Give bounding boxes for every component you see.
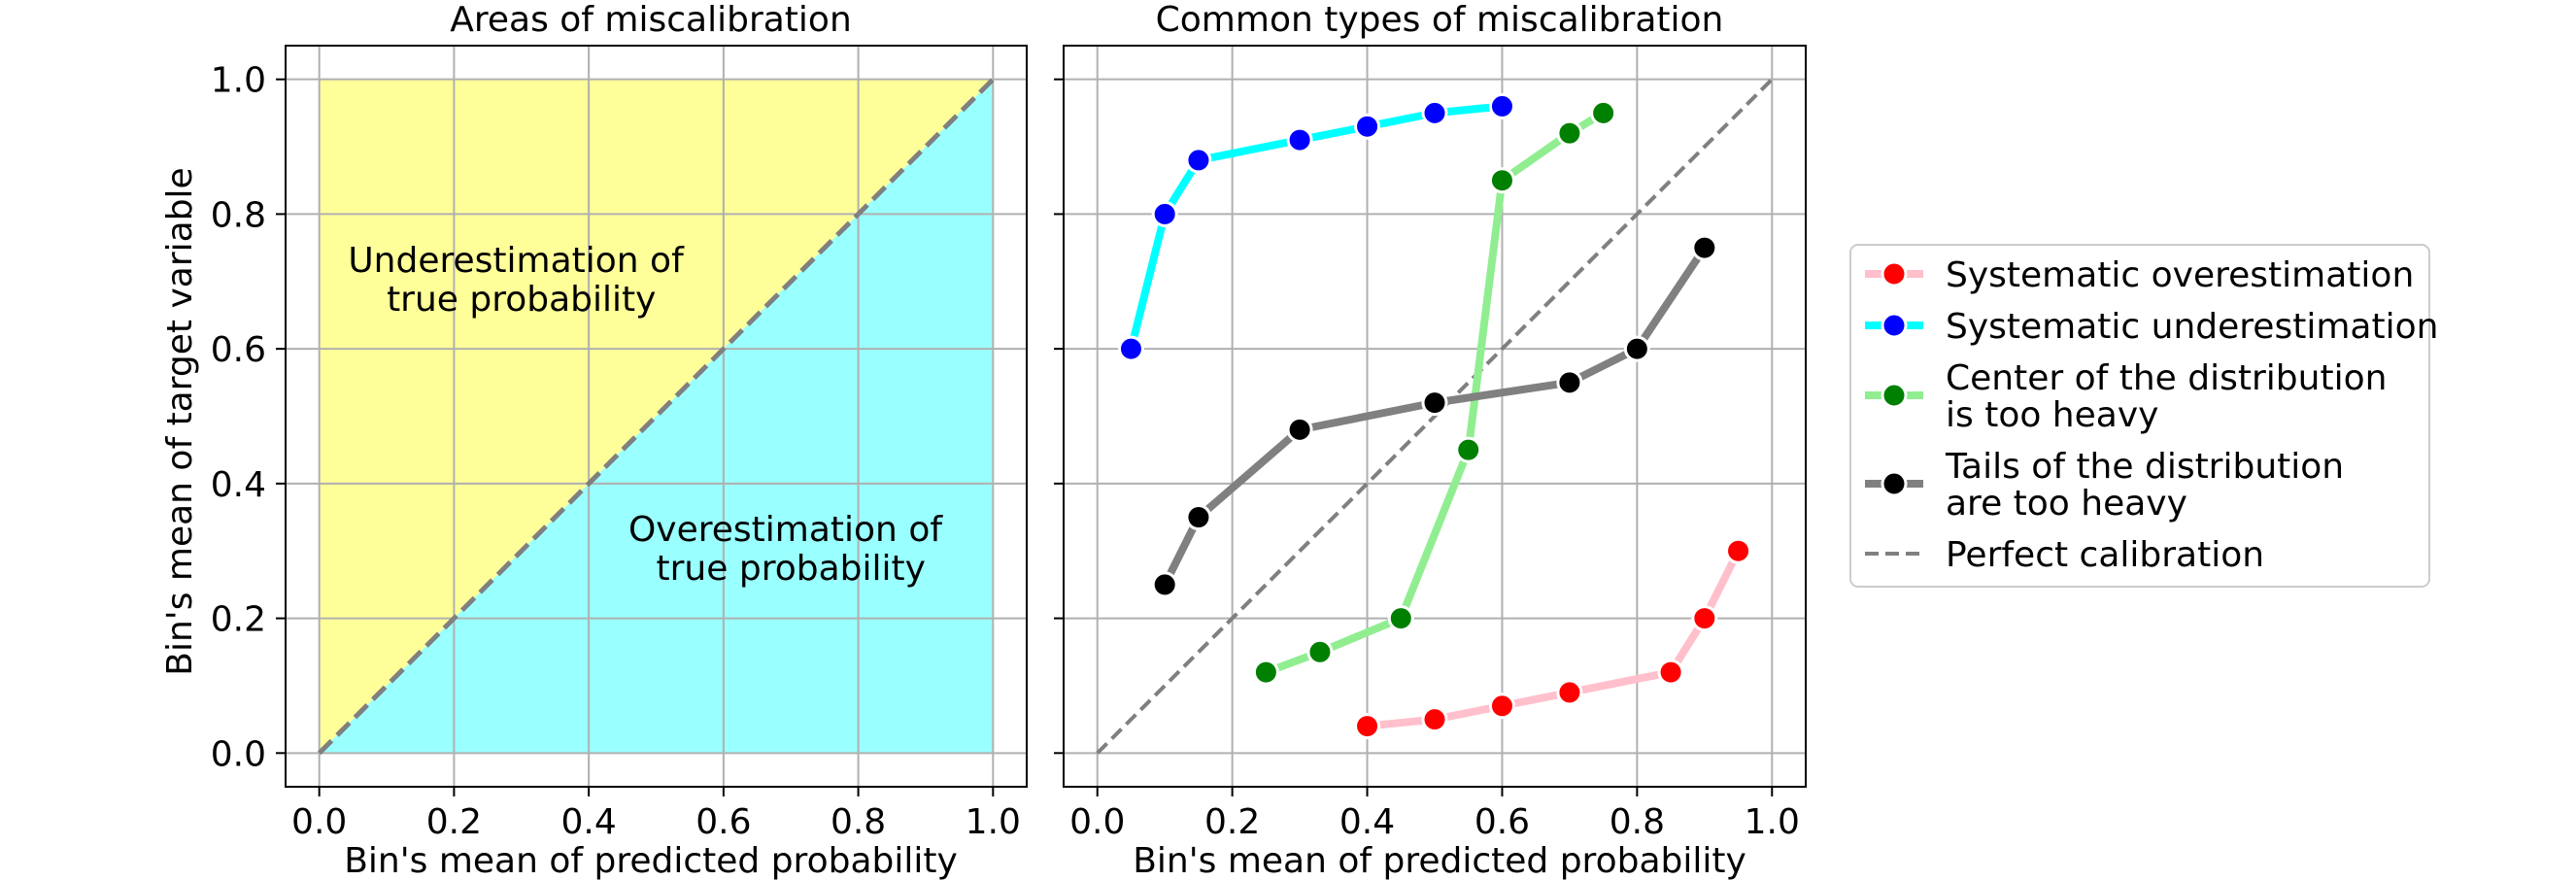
data-point — [1659, 660, 1682, 684]
x-tick-label: 0.8 — [1610, 802, 1665, 842]
annotation-line: true probability — [657, 549, 926, 589]
data-point — [1490, 694, 1513, 718]
data-point — [1558, 371, 1581, 394]
y-tick-label: 0.2 — [211, 600, 266, 640]
overestimation-annotation: Overestimation of true probability — [628, 510, 954, 589]
data-point — [1423, 101, 1446, 124]
annotation-line: Underestimation of — [348, 241, 685, 281]
legend-entry: Systematic underestimation — [1865, 307, 2438, 347]
data-point — [1153, 573, 1176, 596]
data-point — [1356, 115, 1379, 138]
y-tick-label: 0.0 — [211, 734, 266, 774]
data-point — [1490, 169, 1513, 192]
data-point — [1592, 101, 1615, 124]
data-point — [1187, 506, 1210, 529]
data-point — [1254, 660, 1277, 684]
data-point — [1457, 438, 1480, 461]
x-tick-label: 0.8 — [830, 802, 886, 842]
legend-label: is too heavy — [1946, 395, 2158, 435]
y-axis-label: Bin's mean of target variable — [160, 167, 200, 675]
legend-entry: Systematic overestimation — [1865, 255, 2414, 295]
perfect-calibration-line — [1098, 80, 1773, 754]
x-tick-label: 0.6 — [1474, 802, 1530, 842]
data-point — [1288, 128, 1311, 152]
x-axis-label: Bin's mean of predicted probability — [1133, 841, 1746, 880]
data-point — [1423, 708, 1446, 731]
x-tick-label: 0.4 — [1339, 802, 1395, 842]
x-tick-label: 1.0 — [1745, 802, 1800, 842]
data-point — [1693, 607, 1716, 630]
chart-common-types-of-miscalibration: Common types of miscalibration Bin's mea… — [1054, 0, 1806, 880]
legend-marker-swatch — [1882, 384, 1906, 407]
series-systematic-underestimation — [1119, 94, 1513, 360]
data-point — [1288, 418, 1311, 441]
x-tick-label: 0.0 — [291, 802, 347, 842]
data-point — [1356, 715, 1379, 738]
x-tick-label: 0.4 — [561, 802, 617, 842]
annotation-line: true probability — [387, 280, 656, 320]
legend-label: Center of the distribution — [1946, 358, 2387, 398]
y-tick-label: 0.4 — [211, 465, 266, 505]
data-point — [1153, 202, 1176, 225]
y-tick-label: 0.6 — [211, 330, 266, 370]
figure: Areas of miscalibration Bin's mean of ta… — [0, 0, 2576, 880]
chart-title: Areas of miscalibration — [450, 0, 852, 40]
data-point — [1187, 149, 1210, 172]
data-point — [1693, 236, 1716, 259]
data-point — [1308, 640, 1332, 663]
legend-label: are too heavy — [1946, 484, 2187, 524]
legend-label: Perfect calibration — [1946, 535, 2264, 575]
data-point — [1558, 121, 1581, 145]
legend-marker-swatch — [1882, 472, 1906, 495]
x-tick-label: 1.0 — [966, 802, 1021, 842]
underestimation-annotation: Underestimation of true probability — [348, 241, 695, 320]
legend-marker-swatch — [1882, 262, 1906, 286]
series-systematic-overestimation — [1356, 539, 1750, 737]
x-tick-label: 0.6 — [695, 802, 751, 842]
x-tick-label: 0.2 — [426, 802, 482, 842]
x-tick-label: 0.0 — [1069, 802, 1125, 842]
data-point — [1119, 337, 1142, 360]
legend-label: Tails of the distribution — [1945, 447, 2344, 487]
chart-areas-of-miscalibration: Areas of miscalibration Bin's mean of ta… — [160, 0, 1027, 880]
legend-label: Systematic underestimation — [1946, 307, 2438, 347]
data-point — [1423, 391, 1446, 415]
y-tick-label: 0.8 — [211, 195, 266, 235]
data-point — [1558, 681, 1581, 704]
data-point — [1625, 337, 1648, 360]
annotation-line: Overestimation of — [628, 510, 943, 550]
series-line — [1131, 106, 1502, 349]
data-point — [1389, 607, 1412, 630]
data-point — [1727, 539, 1750, 562]
series-line — [1368, 551, 1739, 726]
legend-marker-swatch — [1882, 314, 1906, 337]
data-point — [1490, 94, 1513, 118]
x-tick-label: 0.2 — [1204, 802, 1260, 842]
legend-label: Systematic overestimation — [1946, 255, 2414, 295]
x-axis-label: Bin's mean of predicted probability — [344, 841, 958, 880]
legend: Systematic overestimation Systematic unde… — [1850, 245, 2438, 587]
y-tick-label: 1.0 — [211, 61, 266, 101]
chart-title: Common types of miscalibration — [1156, 0, 1724, 40]
